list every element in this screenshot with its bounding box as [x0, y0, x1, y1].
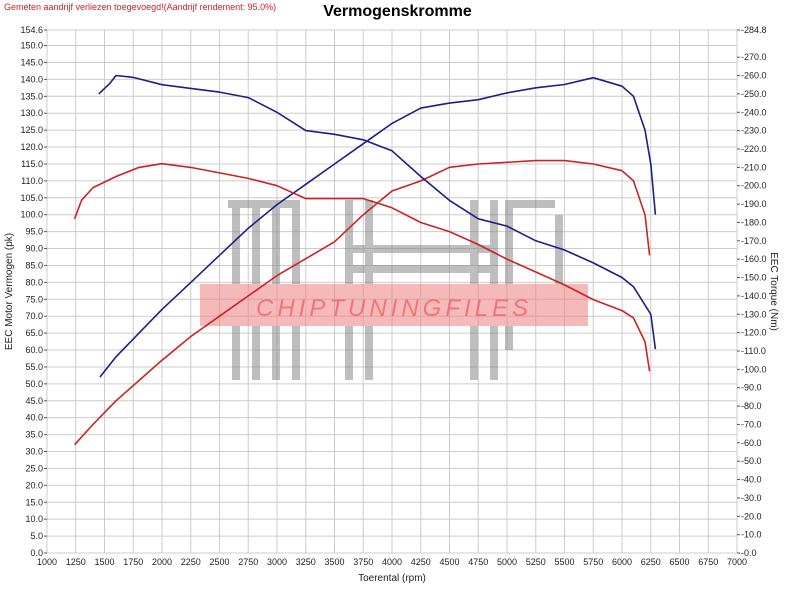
x-axis-label: Toerental (rpm) [358, 573, 426, 584]
x-tick-label: 2250 [181, 557, 201, 567]
watermark-text: CHIPTUNINGFILES [256, 295, 532, 322]
x-tick-label: 1000 [37, 557, 57, 567]
y2-tick-label: -90.0 [741, 383, 762, 393]
y-tick-label: 120.0 [20, 142, 43, 152]
y-tick-label: 100.0 [20, 210, 43, 220]
y2-tick-label: -20.0 [741, 511, 762, 521]
x-tick-label: 1750 [123, 557, 143, 567]
x-tick-label: 1500 [94, 557, 114, 567]
y2-tick-label: -170.0 [741, 236, 767, 246]
y2-tick-label: -70.0 [741, 419, 762, 429]
y-tick-label: 110.0 [21, 176, 43, 186]
x-tick-label: 4250 [411, 557, 431, 567]
y-tick-label: 80.0 [25, 277, 43, 287]
y2-tick-label: -110.0 [741, 346, 766, 356]
y-tick-label: 130.0 [20, 108, 43, 118]
y2-axis-label: EEC Torque (Nm) [768, 252, 779, 331]
x-tick-label: 6250 [641, 557, 661, 567]
y2-tick-label: -210.0 [741, 162, 767, 172]
y-tick-label: 15.0 [25, 497, 43, 507]
x-tick-label: 7000 [727, 557, 747, 567]
y-tick-label: 115.0 [21, 159, 43, 169]
y-tick-label: 150.0 [20, 41, 43, 51]
x-tick-label: 2000 [152, 557, 172, 567]
x-tick-label: 5500 [554, 557, 574, 567]
y-tick-label: 45.0 [25, 396, 43, 406]
y-tick-label: 5.0 [30, 531, 43, 541]
y2-tick-label: -160.0 [741, 254, 767, 264]
y-tick-label: 70.0 [25, 311, 43, 321]
x-tick-label: 3750 [353, 557, 373, 567]
y-tick-label: 90.0 [25, 244, 43, 254]
y-tick-label: 10.0 [25, 514, 43, 524]
series-line-3 [98, 74, 657, 350]
y-tick-label: 140.0 [20, 74, 43, 84]
x-tick-label: 2500 [209, 557, 229, 567]
y2-tick-label: -140.0 [741, 291, 767, 301]
y-tick-label: 95.0 [25, 227, 43, 237]
x-tick-label: 6000 [612, 557, 632, 567]
y2-tick-label: -150.0 [741, 273, 767, 283]
y-tick-label: 60.0 [25, 345, 43, 355]
x-tick-label: 3000 [267, 557, 287, 567]
y2-tick-label: -120.0 [741, 328, 767, 338]
y2-tick-label: -200.0 [741, 181, 767, 191]
watermark-logo [200, 200, 588, 380]
x-tick-label: 3250 [296, 557, 316, 567]
y2-tick-label: -80.0 [741, 401, 762, 411]
y2-tick-label: -190.0 [741, 199, 767, 209]
y2-tick-label: -40.0 [741, 475, 762, 485]
y2-tick-label: -284.8 [741, 25, 767, 35]
y2-tick-label: -130.0 [741, 309, 767, 319]
x-tick-label: 4500 [439, 557, 459, 567]
y2-tick-label: -240.0 [741, 107, 767, 117]
y-tick-label: 154.6 [20, 25, 43, 35]
y2-tick-label: -260.0 [741, 71, 767, 81]
y-tick-label: 75.0 [25, 294, 43, 304]
y-tick-label: 85.0 [25, 260, 43, 270]
x-tick-label: 6750 [698, 557, 718, 567]
y-tick-label: 55.0 [25, 362, 43, 372]
x-tick-label: 1250 [66, 557, 86, 567]
y2-tick-label: -250.0 [741, 89, 767, 99]
series-line-1 [99, 76, 657, 378]
y2-tick-label: -230.0 [741, 126, 767, 136]
y-tick-label: 35.0 [25, 430, 43, 440]
y-tick-label: 25.0 [25, 463, 43, 473]
y2-tick-label: -30.0 [741, 493, 762, 503]
y-tick-label: 20.0 [25, 480, 43, 490]
y2-tick-label: -180.0 [741, 217, 767, 227]
y2-tick-label: -220.0 [741, 144, 767, 154]
y-axis-label: EEC Motor Vermogen (pk) [4, 233, 15, 350]
y-tick-label: 105.0 [20, 193, 43, 203]
x-tick-label: 5750 [583, 557, 603, 567]
y2-tick-label: -60.0 [741, 438, 762, 448]
y-tick-label: 50.0 [25, 379, 43, 389]
y2-tick-label: -100.0 [741, 364, 767, 374]
x-tick-label: 3500 [324, 557, 344, 567]
series-line-4 [73, 162, 651, 372]
chart-title: Vermogenskromme [323, 3, 472, 20]
y2-tick-label: -0.0 [741, 548, 757, 558]
x-tick-label: 2750 [238, 557, 258, 567]
y2-tick-label: -10.0 [741, 530, 762, 540]
x-tick-label: 6500 [669, 557, 689, 567]
drivetrain-loss-note: Gemeten aandrijf verliezen toegevoegd!(A… [4, 2, 277, 12]
y-tick-label: 135.0 [20, 91, 43, 101]
x-tick-label: 4000 [382, 557, 402, 567]
y-tick-label: 145.0 [20, 57, 43, 67]
y-tick-label: 40.0 [25, 413, 43, 423]
x-tick-label: 5250 [526, 557, 546, 567]
y2-tick-label: -50.0 [741, 456, 762, 466]
y2-tick-label: -270.0 [741, 52, 767, 62]
y-tick-label: 125.0 [20, 125, 43, 135]
y-tick-label: 65.0 [25, 328, 43, 338]
x-tick-label: 5000 [497, 557, 517, 567]
x-tick-label: 4750 [468, 557, 488, 567]
y-tick-label: 30.0 [25, 447, 43, 457]
y-tick-label: 0.0 [30, 548, 43, 558]
